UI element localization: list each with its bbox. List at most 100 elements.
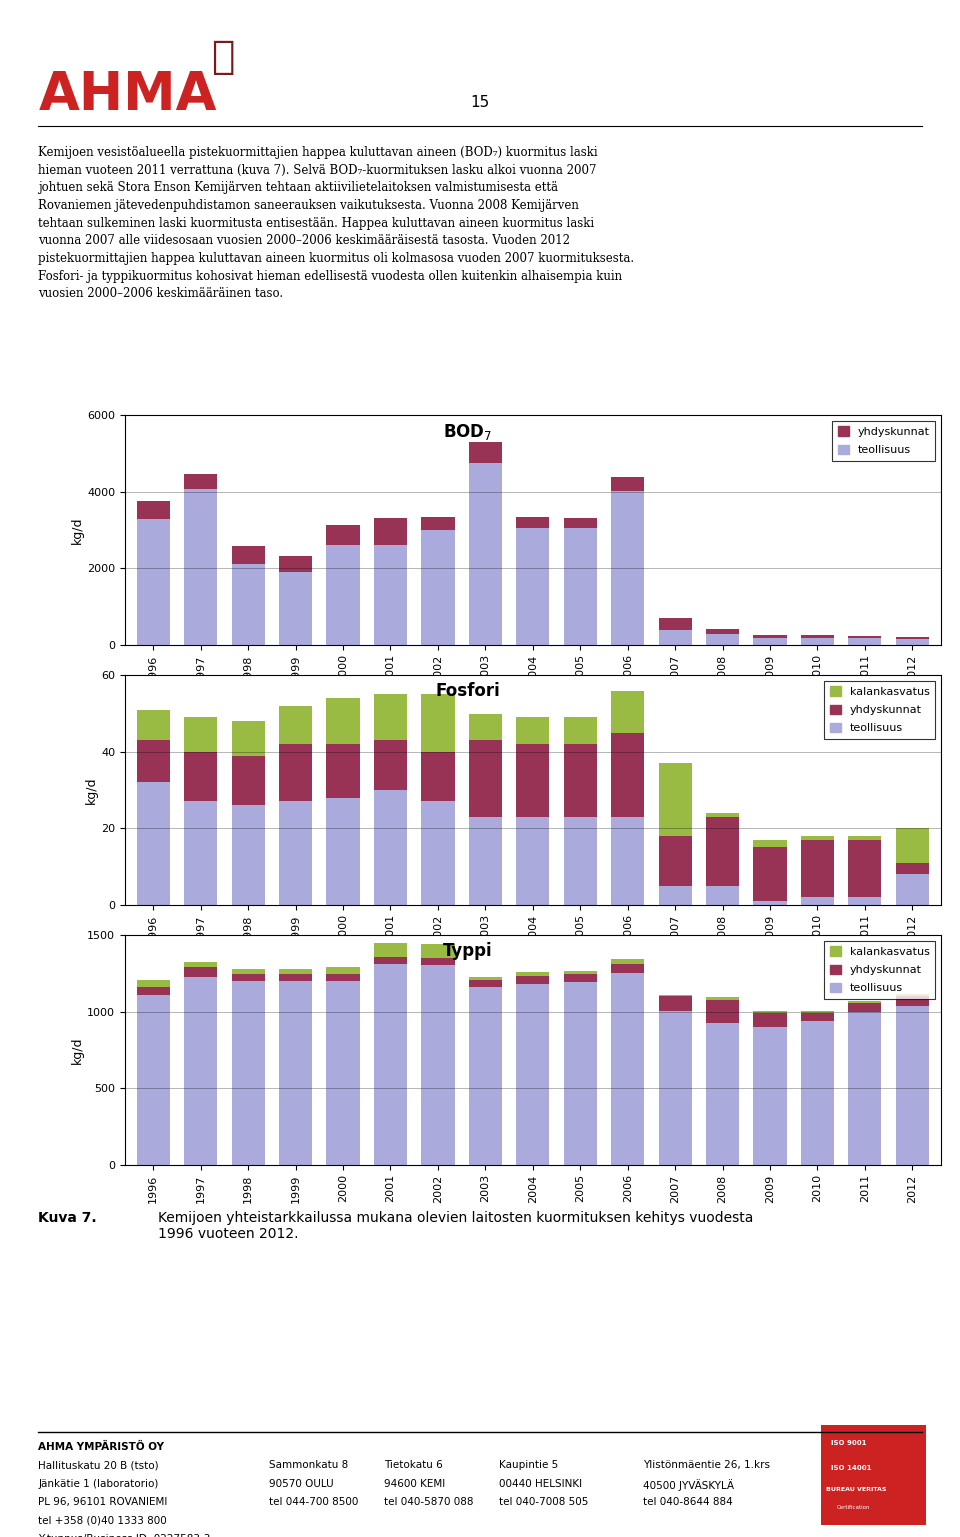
Bar [231,973,265,981]
Bar [896,639,929,644]
Bar [754,1013,786,1027]
Legend: kalankasvatus, yhdyskunnat, teollisuus: kalankasvatus, yhdyskunnat, teollisuus [825,941,935,999]
Bar [564,518,597,529]
Bar [849,839,881,898]
Bar [421,695,454,752]
Bar [612,690,644,733]
Bar [564,529,597,644]
Bar [612,490,644,644]
Bar [468,443,502,463]
Legend: kalankasvatus, yhdyskunnat, teollisuus: kalankasvatus, yhdyskunnat, teollisuus [825,681,935,739]
Bar [136,518,170,644]
Bar [136,741,170,782]
Bar [564,744,597,816]
Bar [421,752,454,801]
Text: Rovaniemen jätevedenpuhdistamon saneerauksen vaikutuksesta. Vuonna 2008 Kemijärv: Rovaniemen jätevedenpuhdistamon saneerau… [38,198,579,212]
Text: johtuen sekä Stora Enson Kemijärven tehtaan aktiivilietelaitoksen valmistumisest: johtuen sekä Stora Enson Kemijärven teht… [38,181,559,194]
Bar [136,981,170,987]
Bar [516,984,549,1165]
Text: Ylistönmäentie 26, 1.krs: Ylistönmäentie 26, 1.krs [643,1460,770,1471]
Bar [279,973,312,981]
Bar [754,638,786,644]
Bar [326,544,360,644]
Text: Y-tunnus/Business ID: 0227583-3: Y-tunnus/Business ID: 0227583-3 [38,1534,211,1537]
Text: BOD$_7$: BOD$_7$ [443,423,492,443]
Bar [326,798,360,905]
Bar [326,973,360,981]
Bar [326,526,360,544]
Text: 90570 OULU: 90570 OULU [269,1479,333,1489]
Bar [706,885,739,905]
Bar [373,695,407,741]
Bar [279,981,312,1165]
Text: vuosien 2000–2006 keskimääräinen taso.: vuosien 2000–2006 keskimääräinen taso. [38,287,283,300]
Bar [231,564,265,644]
Bar [801,839,834,898]
Bar [468,987,502,1165]
Text: Kemijoen yhteistarkkailussa mukana olevien laitosten kuormituksen kehitys vuodes: Kemijoen yhteistarkkailussa mukana olevi… [158,1211,754,1242]
Bar [801,1021,834,1165]
Bar [612,816,644,905]
Text: Fosfori: Fosfori [435,682,500,701]
Bar [326,744,360,798]
Bar [896,636,929,639]
Bar [849,638,881,644]
Bar [421,958,454,965]
Bar [849,898,881,905]
Text: vuonna 2007 alle viidesosaan vuosien 2000–2006 keskimääräisestä tasosta. Vuoden : vuonna 2007 alle viidesosaan vuosien 200… [38,234,570,247]
Bar [754,1027,786,1165]
Bar [706,629,739,633]
Text: tel +358 (0)40 1333 800: tel +358 (0)40 1333 800 [38,1515,167,1526]
Text: 94600 KEMI: 94600 KEMI [384,1479,445,1489]
Text: Kaupintie 5: Kaupintie 5 [499,1460,559,1471]
Bar [706,813,739,816]
Bar [373,964,407,1165]
Text: Tietokatu 6: Tietokatu 6 [384,1460,443,1471]
Text: BUREAU VERITAS: BUREAU VERITAS [826,1486,887,1492]
Bar [754,839,786,847]
Bar [516,529,549,644]
Bar [373,518,407,544]
Y-axis label: kg/d: kg/d [85,776,98,804]
Bar [184,489,217,644]
Bar [564,816,597,905]
Text: tel 040-8644 884: tel 040-8644 884 [643,1497,732,1508]
Bar [421,801,454,905]
Bar [564,970,597,974]
Bar [659,996,692,1011]
Text: pistekuormittajien happea kuluttavan aineen kuormitus oli kolmasosa vuoden 2007 : pistekuormittajien happea kuluttavan ain… [38,252,635,264]
Bar [659,1011,692,1165]
Text: 00440 HELSINKI: 00440 HELSINKI [499,1479,583,1489]
Bar [659,836,692,885]
Text: AHMA YMPÄRISTÖ OY: AHMA YMPÄRISTÖ OY [38,1442,164,1452]
Bar [706,999,739,1024]
Bar [136,501,170,518]
Bar [231,547,265,564]
Bar [801,635,834,638]
Bar [849,636,881,638]
Bar [896,862,929,875]
Bar [754,847,786,901]
Bar [659,885,692,905]
Bar [279,801,312,905]
Bar [612,959,644,964]
Text: Kuva 7.: Kuva 7. [38,1211,97,1225]
Bar [468,713,502,741]
Bar [849,836,881,839]
Bar [279,968,312,973]
Bar [849,1002,881,1011]
Bar [184,801,217,905]
Bar [373,956,407,964]
Text: 🐾: 🐾 [211,38,234,77]
Text: Hallituskatu 20 B (tsto): Hallituskatu 20 B (tsto) [38,1460,159,1471]
Bar [896,996,929,1005]
Bar [516,976,549,984]
Bar [564,982,597,1165]
Bar [516,816,549,905]
Bar [373,790,407,905]
Bar [468,978,502,979]
Bar [468,816,502,905]
Bar [421,518,454,530]
Text: tel 044-700 8500: tel 044-700 8500 [269,1497,358,1508]
Bar [612,476,644,490]
